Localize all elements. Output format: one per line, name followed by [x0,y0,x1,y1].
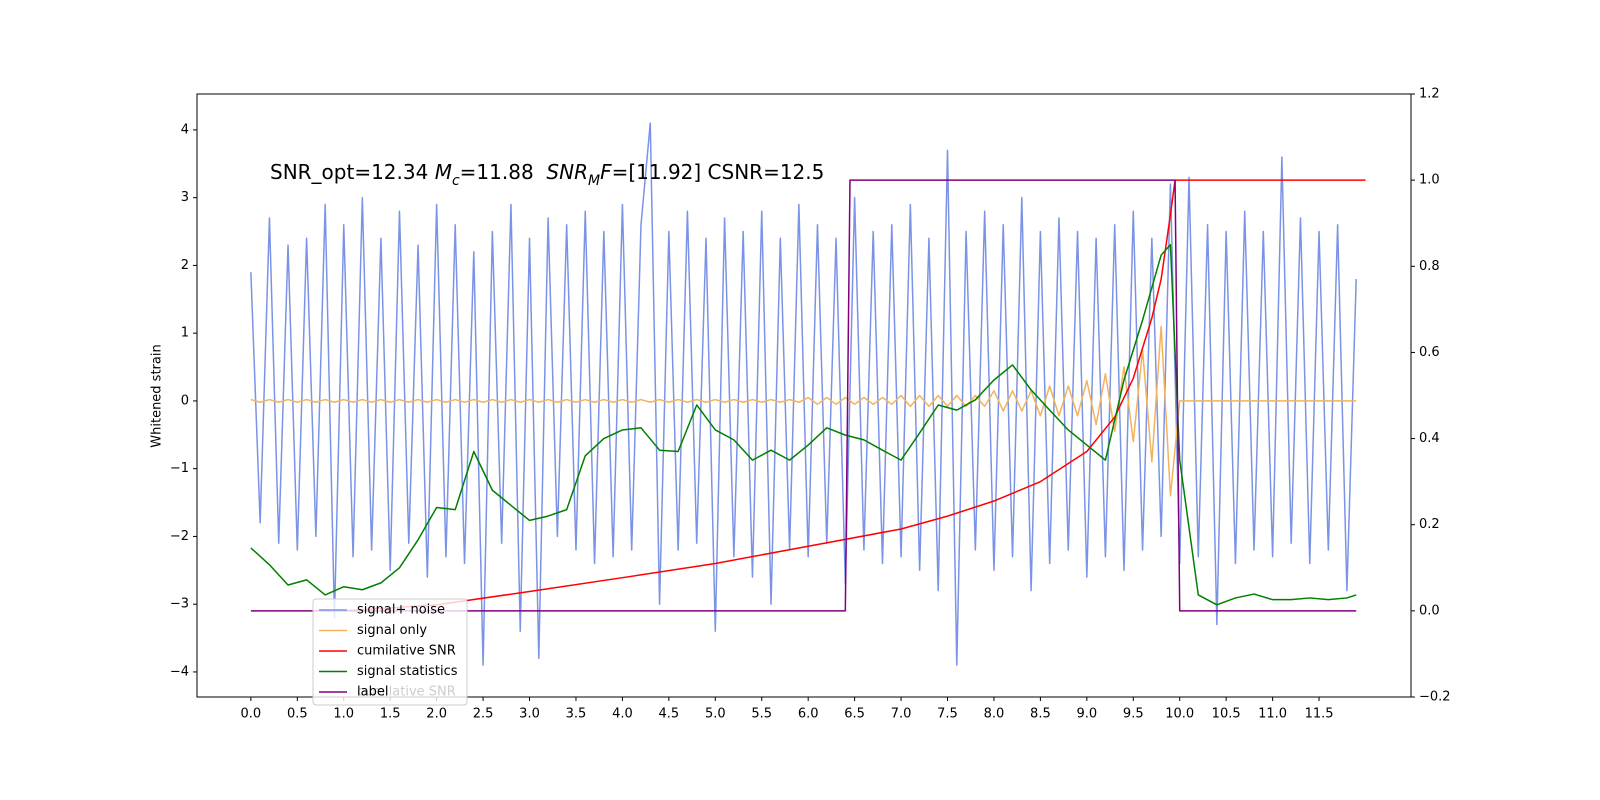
y-tick-label: −2 [170,529,189,544]
y2-tick-label: 0.2 [1419,517,1440,532]
legend-label: signal statistics [357,664,458,679]
y-tick-label: 0 [181,393,189,408]
annotation-part: M [435,160,452,184]
x-tick-label: 5.5 [751,707,772,722]
x-tick-label: 11.5 [1305,707,1334,722]
y-tick-label: 1 [181,326,189,341]
axes-frame [196,93,1412,698]
x-tick-label: 6.5 [844,707,865,722]
x-tick-label: 1.0 [333,707,354,722]
x-tick-label: 8.5 [1030,707,1051,722]
annotation-part: =[11.92] CSNR=12.5 [612,160,825,184]
x-tick-label: 2.5 [473,707,494,722]
x-tick-label: 0.0 [241,707,262,722]
plot-area [250,122,1366,666]
series-line [343,179,1366,612]
legend-label: label [357,685,388,700]
x-tick-label: 4.5 [659,707,680,722]
y2-tick-label: 0.0 [1419,603,1440,618]
x-tick-label: 3.0 [519,707,540,722]
x-tick-label: 0.5 [287,707,308,722]
y2-tick-label: −0.2 [1419,690,1451,705]
annotation-part: F [600,160,612,184]
y-tick-label: −1 [170,461,189,476]
x-tick-label: 10.0 [1165,707,1194,722]
y-tick-label: −3 [170,597,189,612]
legend-label: signal+ noise [357,603,445,618]
x-tick-label: 7.0 [891,707,912,722]
annotation-part: SNR [546,160,588,184]
annotation-part: =11.88 [460,160,547,184]
y-tick-label: −4 [170,664,189,679]
y2-tick-label: 0.6 [1419,345,1440,360]
y-axis-label: Whitened strain [150,344,165,447]
x-tick-label: 1.5 [380,707,401,722]
x-tick-label: 7.5 [937,707,958,722]
x-tick-label: 4.0 [612,707,633,722]
series-line [250,325,1357,497]
annotation-part: SNR_opt=12.34 [270,160,435,184]
series-line [250,179,1357,612]
x-tick-label: 8.0 [984,707,1005,722]
y-tick-label: 2 [181,258,189,273]
annotation: SNR_opt=12.34 Mc=11.88 SNRMF=[11.92] CSN… [270,160,824,190]
y2-tick-label: 0.8 [1419,259,1440,274]
annotation-part: c [452,173,460,189]
x-tick-label: 11.0 [1258,707,1287,722]
legend-label: cumilative SNR [357,644,456,659]
x-tick-label: 9.0 [1076,707,1097,722]
y2-tick-label: 1.0 [1419,173,1440,188]
legend-box [312,598,468,706]
series-line [250,122,1357,666]
x-tick-label: 5.0 [705,707,726,722]
legend-label: signal only [357,623,427,638]
x-tick-label: 6.0 [798,707,819,722]
x-tick-label: 2.0 [426,707,447,722]
x-tick-label: 10.5 [1212,707,1241,722]
y2-tick-label: 1.2 [1419,87,1440,102]
x-tick-label: 9.5 [1123,707,1144,722]
annotation-part: M [588,173,600,189]
x-tick-label: 3.5 [566,707,587,722]
y2-tick-label: 0.4 [1419,431,1440,446]
y-tick-label: 3 [181,190,189,205]
y-tick-label: 4 [181,122,189,137]
